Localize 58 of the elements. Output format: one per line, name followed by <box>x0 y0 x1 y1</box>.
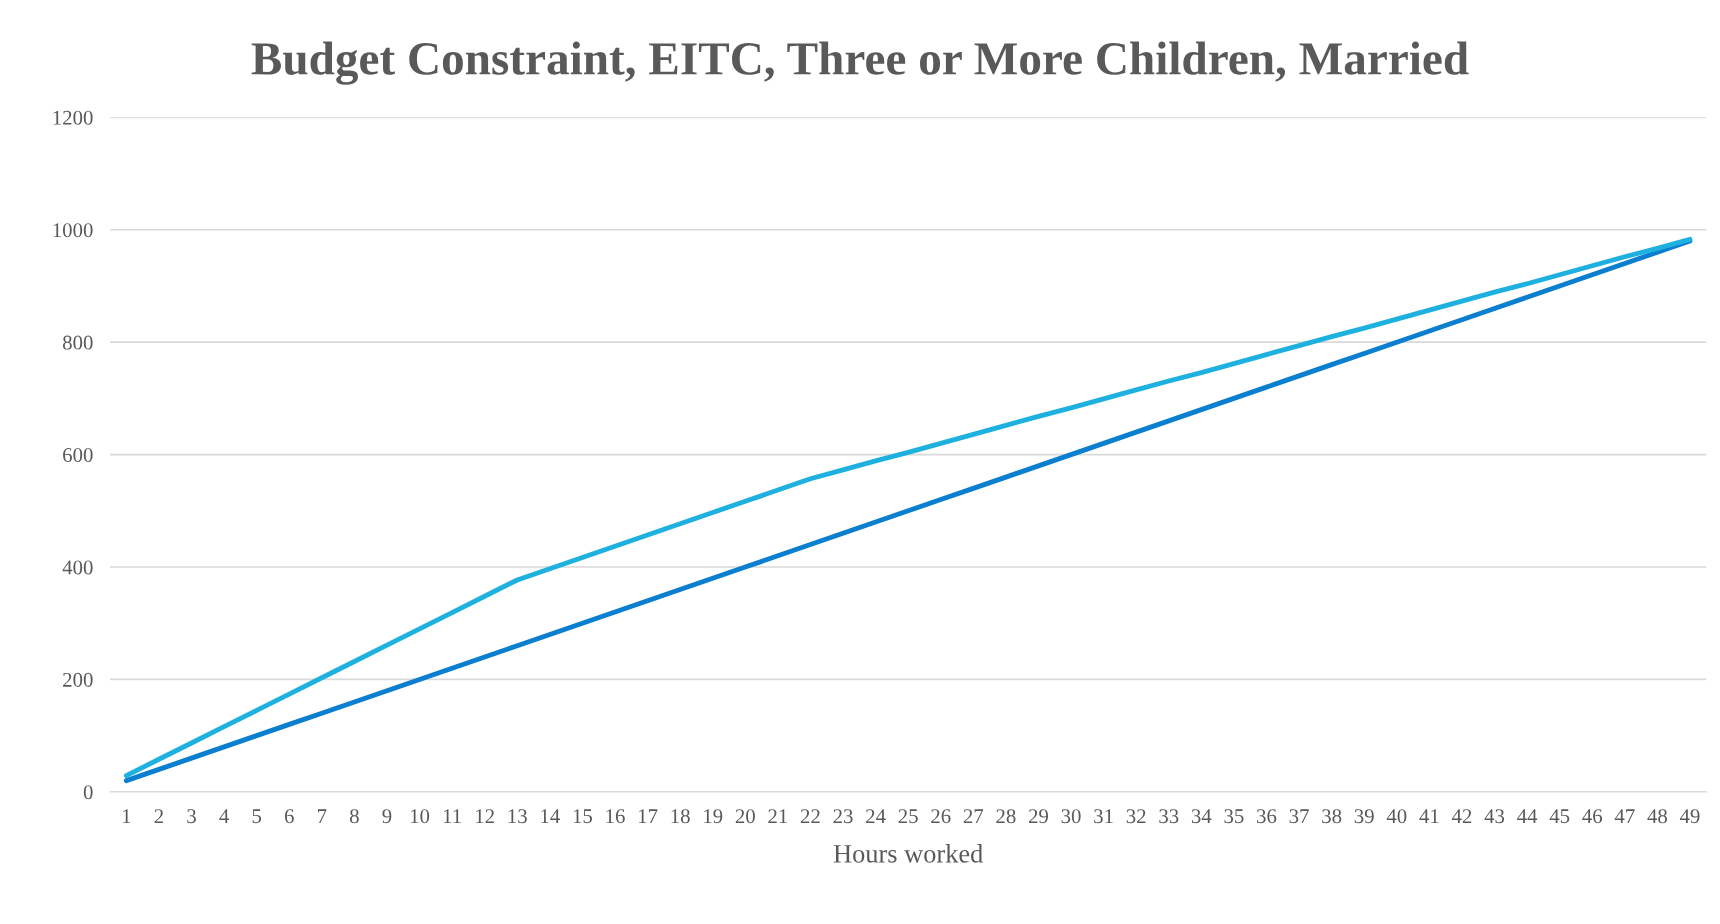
x-tick-label: 34 <box>1191 809 1212 824</box>
x-tick-label: 14 <box>541 809 560 823</box>
x-tick-label: 28 <box>996 809 1016 824</box>
x-tick-label: 42 <box>1451 809 1472 823</box>
x-tick-label: 11 <box>443 809 461 823</box>
x-tick-label: 36 <box>1257 809 1277 824</box>
x-tick-label: 17 <box>638 809 658 823</box>
x-tick-label: 7 <box>317 809 327 823</box>
x-tick-label: 39 <box>1354 809 1374 824</box>
chart-title: Budget Constraint, EITC, Three or More Children, Married <box>251 41 1469 85</box>
x-tick-label: 19 <box>704 809 723 824</box>
y-tick-label: 800 <box>62 335 93 350</box>
y-tick-label: 200 <box>63 672 93 687</box>
x-tick-label: 26 <box>931 809 951 824</box>
x-tick-label: 32 <box>1126 809 1146 824</box>
x-tick-label: 44 <box>1517 809 1538 823</box>
x-tick-label: 5 <box>252 809 262 824</box>
y-tick-label: 0 <box>83 785 93 800</box>
x-tick-label: 38 <box>1322 809 1342 824</box>
x-tick-label: 31 <box>1094 809 1113 824</box>
x-tick-label: 4 <box>219 809 229 823</box>
x-tick-label: 43 <box>1484 809 1505 824</box>
x-tick-label: 16 <box>606 809 625 824</box>
y-tick-label: 1000 <box>53 223 93 238</box>
x-tick-label: 24 <box>866 809 886 823</box>
x-tick-label: 15 <box>573 809 593 824</box>
x-tick-label: 37 <box>1289 809 1309 824</box>
x-tick-label: 47 <box>1614 809 1635 823</box>
x-tick-label: 1 <box>122 809 131 823</box>
x-tick-label: 35 <box>1224 809 1244 824</box>
x-tick-label: 29 <box>1028 809 1049 824</box>
x-tick-label: 45 <box>1549 809 1570 824</box>
x-tick-label: 25 <box>898 809 918 824</box>
x-tick-label: 49 <box>1679 809 1700 824</box>
x-tick-label: 9 <box>382 809 392 824</box>
x-tick-label: 21 <box>768 809 788 823</box>
x-tick-label: 40 <box>1386 809 1407 824</box>
x-tick-label: 27 <box>963 809 984 823</box>
x-tick-label: 18 <box>671 809 690 824</box>
x-axis-title: Hours worked <box>833 844 983 863</box>
x-tick-label: 12 <box>476 809 494 823</box>
x-tick-label: 3 <box>187 809 196 824</box>
x-tick-label: 20 <box>735 809 755 824</box>
x-tick-label: 30 <box>1061 809 1081 824</box>
x-tick-label: 10 <box>410 809 430 824</box>
x-tick-label: 22 <box>800 809 820 823</box>
y-tick-label: 400 <box>62 560 93 575</box>
x-tick-label: 46 <box>1582 809 1603 824</box>
y-tick-label: 600 <box>63 447 93 463</box>
x-tick-label: 48 <box>1647 809 1667 824</box>
x-tick-label: 33 <box>1159 809 1179 824</box>
x-tick-label: 8 <box>349 809 359 824</box>
x-tick-label: 2 <box>154 809 163 823</box>
y-tick-label: 1200 <box>53 110 93 125</box>
x-tick-label: 13 <box>508 809 527 824</box>
x-tick-label: 23 <box>833 809 853 824</box>
x-tick-label: 41 <box>1419 809 1439 823</box>
x-tick-label: 6 <box>284 809 294 824</box>
